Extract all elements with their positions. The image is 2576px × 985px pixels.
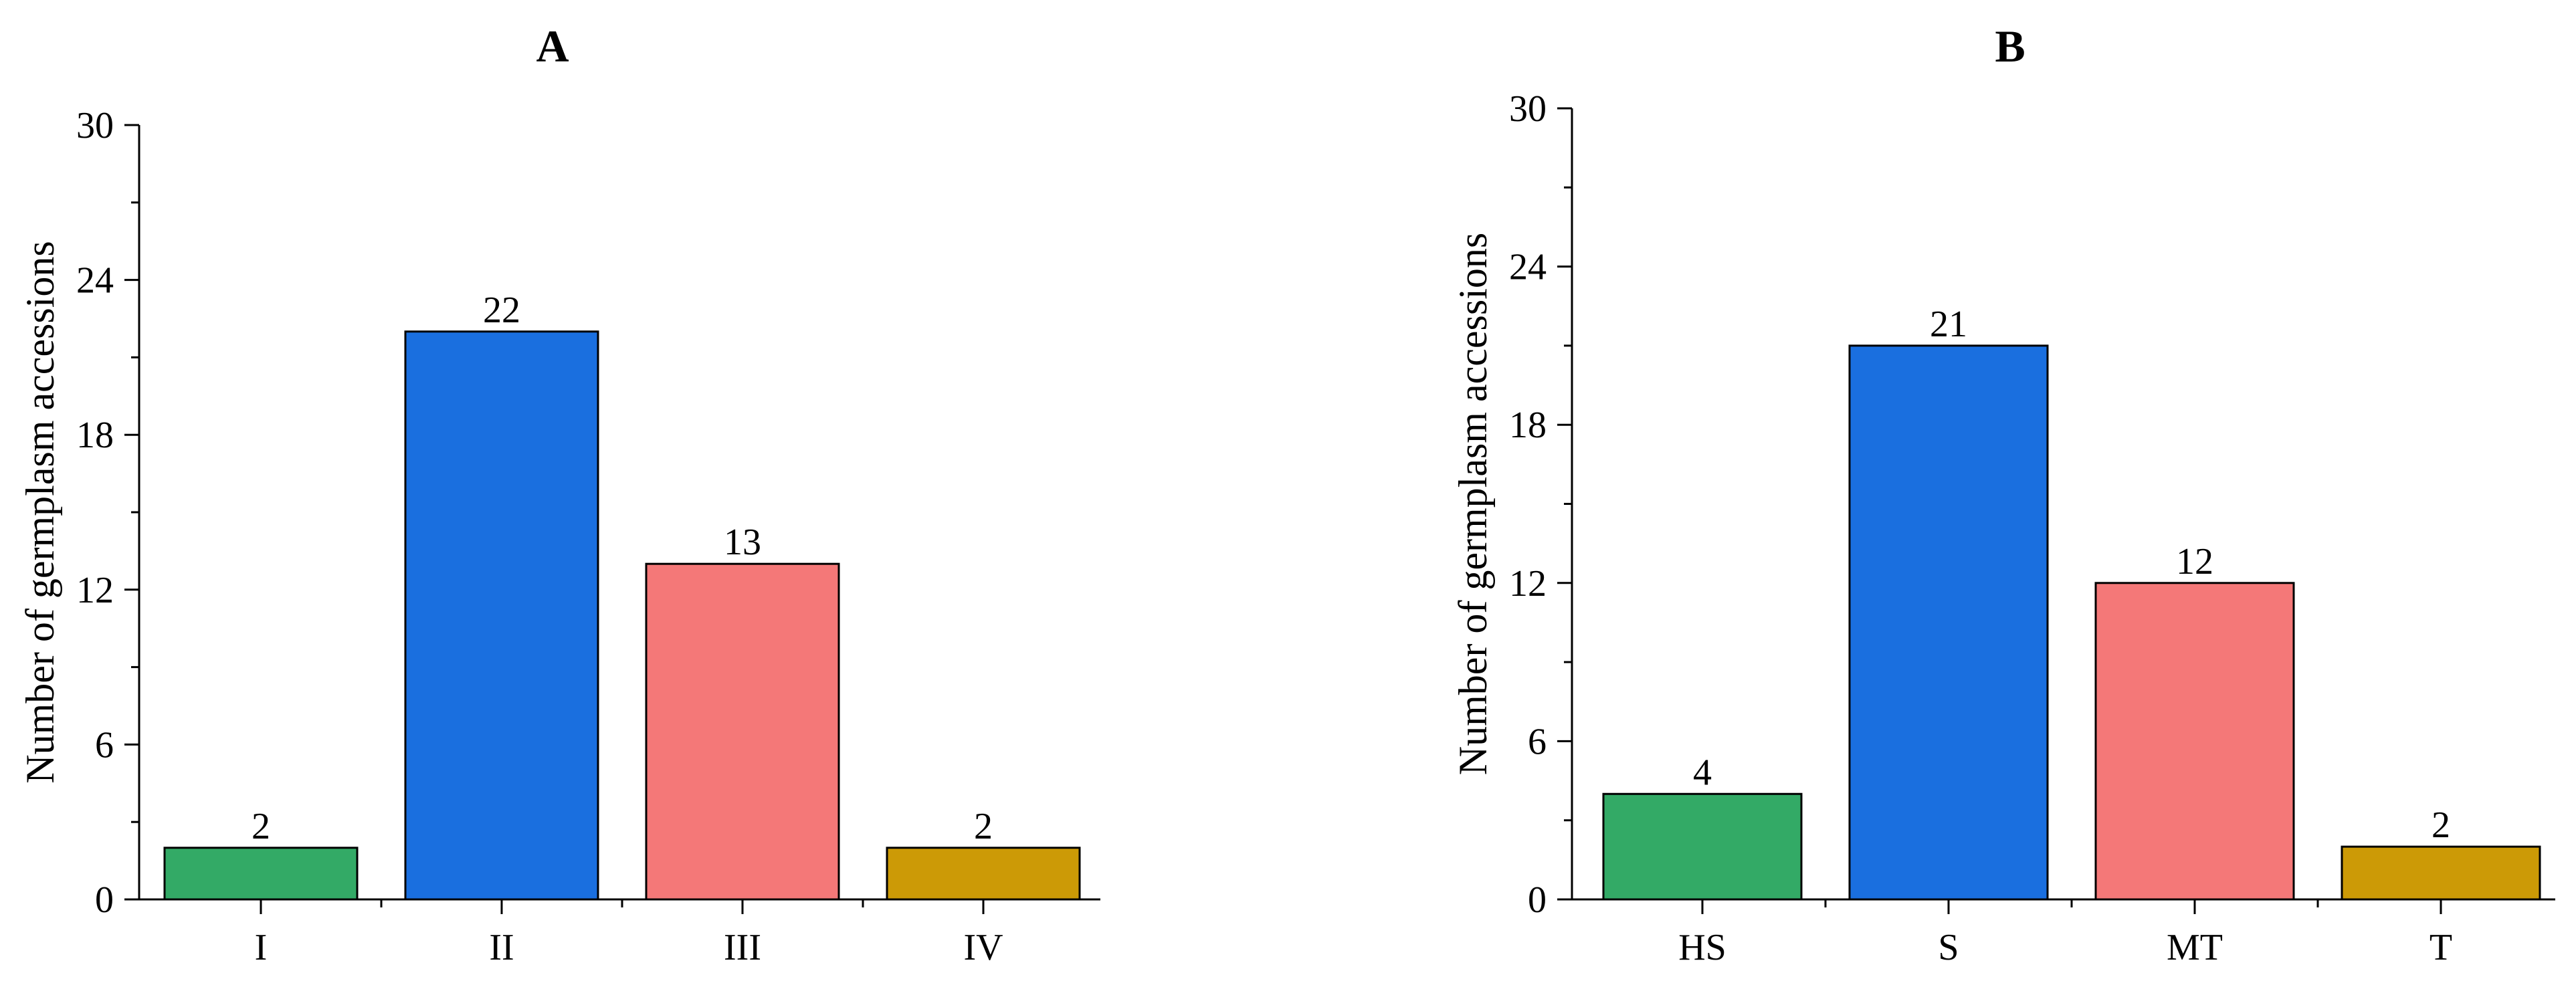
y-tick-label: 0 xyxy=(95,879,114,921)
bar-iii xyxy=(645,562,840,901)
chart-panel-a: A Number of germplasm accessions 0 6 12 18 24 3… xyxy=(18,21,1100,968)
y-axis-title: Number of germplasm accessions xyxy=(18,241,62,783)
bar-i xyxy=(163,847,359,901)
x-tick-label: II xyxy=(489,927,514,968)
bar-mt xyxy=(2094,582,2295,901)
data-label: 2 xyxy=(2432,804,2450,846)
y-tick-label: 30 xyxy=(1509,88,1547,130)
data-label: 12 xyxy=(2176,541,2213,582)
bar-s xyxy=(1848,344,2049,901)
y-tick-label: 0 xyxy=(1528,879,1547,921)
bar-t xyxy=(2341,845,2541,901)
data-label: 22 xyxy=(483,290,520,331)
y-tick-label: 18 xyxy=(1509,405,1547,446)
x-tick-label: MT xyxy=(2167,927,2223,968)
bar-ii xyxy=(404,330,599,901)
y-axis-title: Number of germplasm accessions xyxy=(1451,233,1495,775)
x-tick-label: III xyxy=(724,927,761,968)
y-tick-label: 24 xyxy=(76,260,114,302)
y-tick-label: 6 xyxy=(1528,721,1547,762)
bar-iv xyxy=(886,847,1081,901)
y-tick-label: 12 xyxy=(1509,563,1547,605)
bar-hs xyxy=(1602,792,1803,901)
chart-title: B xyxy=(1995,21,2025,72)
y-tick-label: 30 xyxy=(76,105,114,146)
y-tick-label: 18 xyxy=(76,415,114,456)
x-tick-label: HS xyxy=(1678,927,1726,968)
x-tick-label: S xyxy=(1938,927,1959,968)
data-label: 21 xyxy=(1930,304,1967,345)
y-tick-label: 12 xyxy=(76,570,114,611)
chart-title: A xyxy=(536,21,569,72)
data-label: 2 xyxy=(252,806,270,847)
y-tick-label: 24 xyxy=(1509,247,1547,288)
x-tick-label: IV xyxy=(963,927,1003,968)
data-label: 2 xyxy=(974,806,993,847)
x-tick-label: T xyxy=(2430,927,2452,968)
data-label: 13 xyxy=(724,522,761,563)
data-label: 4 xyxy=(1693,752,1712,793)
x-tick-label: I xyxy=(255,927,268,968)
y-tick-label: 6 xyxy=(95,724,114,766)
